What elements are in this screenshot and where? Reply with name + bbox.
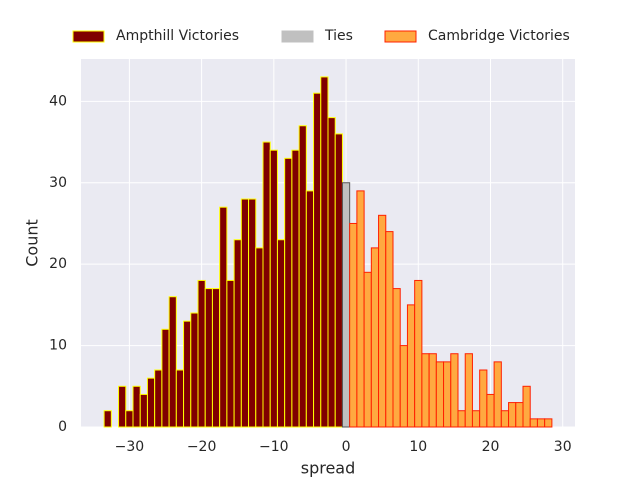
bar	[435, 361, 445, 428]
bar	[471, 410, 481, 428]
y-tick-label: 10	[49, 338, 67, 354]
legend-swatch	[72, 30, 105, 43]
bar	[161, 328, 170, 428]
bar	[305, 190, 315, 428]
bar	[132, 385, 141, 428]
x-axis-label: spread	[301, 459, 356, 478]
bar	[327, 117, 336, 428]
bar	[262, 141, 271, 428]
bar	[428, 353, 437, 428]
x-tick-label: 10	[409, 439, 427, 455]
x-tick-label: −10	[259, 439, 289, 455]
bar	[414, 279, 423, 428]
y-tick-label: 30	[49, 175, 67, 191]
bar	[118, 385, 127, 428]
bar	[406, 304, 416, 428]
bar	[508, 402, 517, 428]
bar	[363, 271, 372, 428]
bar	[479, 369, 488, 428]
bars	[103, 76, 553, 428]
x-tick-label: 30	[554, 439, 572, 455]
bar	[450, 353, 459, 428]
bar	[183, 320, 192, 428]
bar	[190, 312, 199, 428]
bar	[204, 288, 213, 428]
x-tick-label: −30	[115, 439, 145, 455]
bar	[175, 369, 185, 428]
bar	[500, 410, 510, 428]
legend-label: Ties	[324, 28, 353, 44]
bar	[313, 92, 322, 428]
bar	[269, 149, 278, 428]
legend-label: Cambridge Victories	[428, 28, 570, 44]
x-tick-label: 20	[482, 439, 500, 455]
bar	[284, 157, 293, 428]
x-tick-label: 0	[342, 439, 351, 455]
bar	[385, 231, 394, 428]
bar	[529, 418, 538, 428]
bar	[399, 345, 408, 428]
y-tick-label: 0	[58, 419, 67, 435]
bar	[139, 393, 148, 428]
legend-swatch	[281, 30, 314, 43]
bar	[154, 369, 163, 428]
x-tick-label: −20	[187, 439, 217, 455]
bar	[392, 288, 401, 428]
legend-swatch	[384, 30, 417, 43]
bar	[197, 279, 206, 428]
bar	[421, 353, 430, 428]
bar	[146, 377, 156, 428]
legend-label: Ampthill Victories	[116, 28, 239, 44]
bar	[457, 410, 466, 428]
y-tick-label: 20	[49, 256, 67, 272]
bar	[233, 239, 242, 428]
bar	[515, 402, 524, 428]
bar	[168, 296, 177, 428]
bar	[349, 222, 358, 428]
bar	[356, 190, 365, 428]
bar	[334, 133, 343, 428]
bar	[536, 418, 546, 428]
bar	[103, 410, 112, 428]
bar	[240, 198, 250, 428]
bar	[248, 198, 257, 428]
bar	[211, 288, 221, 428]
bar	[370, 247, 380, 428]
bar	[486, 393, 495, 428]
bar	[320, 76, 329, 428]
bar	[464, 353, 473, 428]
bar	[443, 361, 452, 428]
bar	[298, 125, 307, 428]
bar	[226, 279, 235, 428]
bar	[276, 239, 286, 428]
bar	[291, 149, 300, 428]
bar	[255, 247, 264, 428]
bar	[125, 410, 134, 428]
bar	[378, 214, 387, 428]
bar	[522, 385, 531, 428]
bar	[544, 418, 553, 428]
bar	[219, 206, 228, 428]
bar	[341, 182, 351, 428]
bar	[493, 361, 502, 428]
y-axis-label: Count	[23, 219, 42, 267]
y-tick-label: 40	[49, 93, 67, 109]
